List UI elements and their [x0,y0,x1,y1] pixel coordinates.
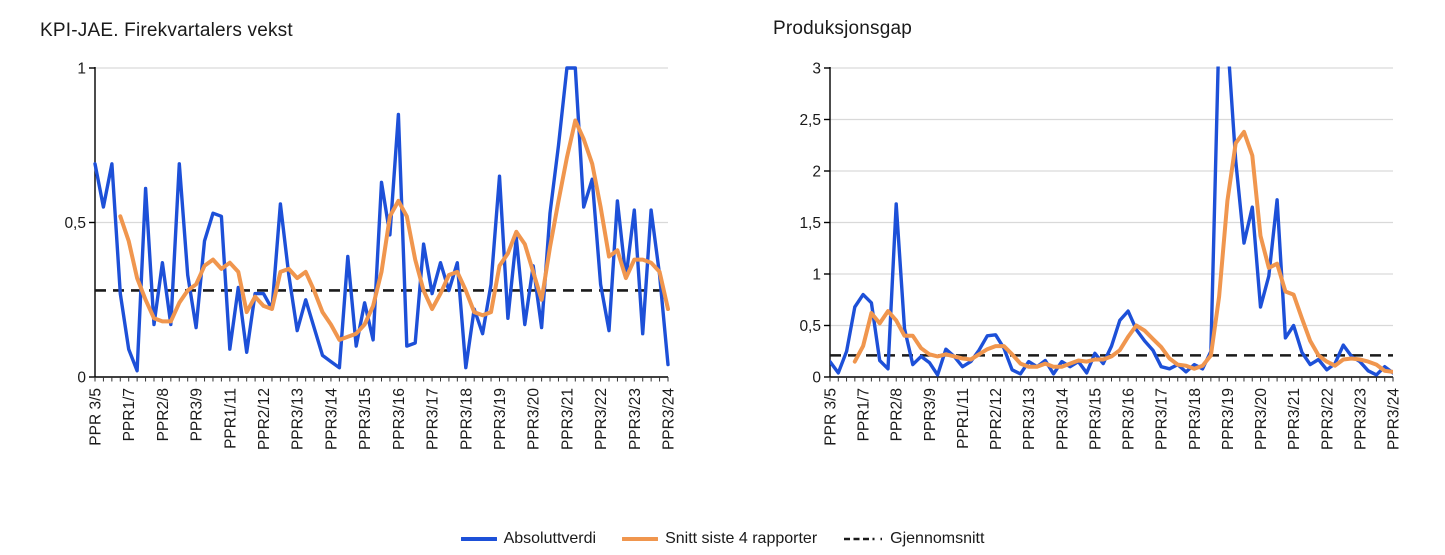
y-tick-label: 2 [812,164,821,181]
y-tick-label: 1 [812,267,821,284]
series-line-absoluttverdi [830,66,1393,377]
x-tick-label: PPR3/18 [458,388,475,450]
y-tick-label: 2,5 [799,112,821,129]
x-tick-label: PPR3/9 [922,388,939,441]
gjennomsnitt-dashed-line-swatch [844,537,883,541]
x-tick-label: PPR3/16 [1121,388,1138,450]
x-tick-label: PPR3/21 [1286,388,1303,450]
x-tick-label: PPR3/18 [1187,388,1204,450]
x-tick-label: PPR3/23 [627,388,644,450]
x-tick-label: PPR1/11 [222,388,239,449]
x-tick-label: PPR2/12 [256,388,273,450]
x-tick-label: PPR3/24 [1386,388,1403,450]
y-tick-label: 0,5 [799,318,821,335]
x-tick-label: PPR3/13 [290,388,307,450]
legend-label-gjennomsnitt: Gjennomsnitt [890,530,985,547]
x-tick-label: PPR3/13 [1021,388,1038,450]
x-tick-label: PPR 3/5 [88,388,105,446]
x-tick-label: PPR3/19 [1220,388,1237,450]
y-tick-label: 0,5 [64,215,86,232]
y-tick-label: 1 [77,61,86,78]
x-tick-label: PPR1/7 [856,388,873,441]
x-tick-label: PPR3/23 [1352,388,1369,450]
legend-item-snitt-siste-4-rapporter: Snitt siste 4 rapporter [622,530,817,548]
legend-item-gjennomsnitt: Gjennomsnitt [843,530,984,548]
x-tick-label: PPR3/15 [357,388,374,450]
x-tick-label: PPR3/16 [391,388,408,450]
x-tick-label: PPR3/9 [189,388,206,441]
y-tick-label: 0 [77,370,86,387]
series-line-snitt-siste-4-rapporter [118,118,670,342]
snitt-siste-4-rapporter-line-swatch [622,537,659,541]
x-tick-label: PPR3/14 [323,388,340,450]
x-tick-label: PPR3/19 [492,388,509,450]
x-tick-label: PPR3/24 [661,388,678,450]
x-tick-label: PPR3/14 [1054,388,1071,450]
legend-label-snitt-siste-4-rapporter: Snitt siste 4 rapporter [665,530,818,547]
series-line-snitt-siste-4-rapporter [852,129,1393,374]
x-tick-label: PPR3/22 [1319,388,1336,450]
x-tick-label: PPR3/20 [526,388,543,450]
left-chart-title: KPI-JAE. Firekvartalers vekst [40,20,293,41]
y-tick-label: 0 [812,370,821,387]
x-tick-label: PPR2/12 [988,388,1005,450]
legend: Absoluttverdi Snitt siste 4 rapporter Gj… [0,530,1445,548]
x-tick-label: PPR3/17 [425,388,442,450]
x-tick-label: PPR3/22 [593,388,610,450]
x-tick-label: PPR3/20 [1253,388,1270,450]
right-chart-title: Produksjonsgap [773,18,913,39]
series-line-absoluttverdi [93,66,670,373]
y-tick-label: 3 [812,61,821,78]
legend-item-absoluttverdi: Absoluttverdi [460,530,597,548]
x-tick-label: PPR2/8 [155,388,172,441]
legend-label-absoluttverdi: Absoluttverdi [503,530,597,547]
absoluttverdi-line-swatch [460,537,497,541]
x-tick-label: PPR1/11 [955,388,972,449]
x-tick-label: PPR3/21 [559,388,576,450]
x-tick-label: PPR1/7 [121,388,138,441]
x-tick-label: PPR3/17 [1154,388,1171,450]
x-tick-label: PPR2/8 [889,388,906,441]
x-tick-label: PPR3/15 [1087,388,1104,450]
y-tick-label: 1,5 [799,215,821,232]
x-tick-label: PPR 3/5 [823,388,840,446]
